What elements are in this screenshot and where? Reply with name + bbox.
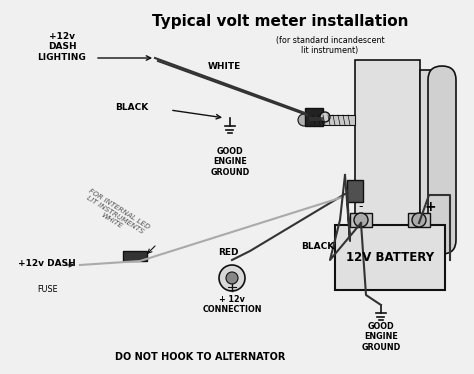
Bar xyxy=(347,180,363,202)
Bar xyxy=(123,251,147,261)
FancyBboxPatch shape xyxy=(428,66,456,254)
Text: FOR INTERNAL LED
LIT INSTRUMENTS
WHITE: FOR INTERNAL LED LIT INSTRUMENTS WHITE xyxy=(80,188,150,242)
Circle shape xyxy=(298,114,310,126)
Text: DO NOT HOOK TO ALTERNATOR: DO NOT HOOK TO ALTERNATOR xyxy=(115,352,285,362)
Bar xyxy=(350,213,372,227)
Text: FUSE: FUSE xyxy=(38,285,58,294)
Text: +: + xyxy=(424,200,436,214)
Bar xyxy=(355,60,420,260)
Text: + 12v
CONNECTION: + 12v CONNECTION xyxy=(202,295,262,315)
Bar xyxy=(420,70,442,250)
Bar xyxy=(335,225,445,290)
Text: 12V BATTERY: 12V BATTERY xyxy=(346,251,434,264)
Text: GOOD
ENGINE
GROUND: GOOD ENGINE GROUND xyxy=(210,147,250,177)
Circle shape xyxy=(219,265,245,291)
Text: -: - xyxy=(359,200,363,214)
Text: Typical volt meter installation: Typical volt meter installation xyxy=(152,14,408,29)
Text: +12v
DASH
LIGHTING: +12v DASH LIGHTING xyxy=(37,32,86,62)
Text: (for standard incandescent
lit instrument): (for standard incandescent lit instrumen… xyxy=(276,36,384,55)
Circle shape xyxy=(226,272,238,284)
Bar xyxy=(408,213,430,227)
Bar xyxy=(305,108,323,126)
Circle shape xyxy=(412,213,426,227)
Text: GOOD
ENGINE
GROUND: GOOD ENGINE GROUND xyxy=(361,322,401,352)
Text: +12v DASH: +12v DASH xyxy=(18,258,76,267)
Circle shape xyxy=(320,112,330,122)
Text: BLACK: BLACK xyxy=(115,102,148,111)
Text: BLACK: BLACK xyxy=(301,242,335,251)
Circle shape xyxy=(354,213,368,227)
Text: WHITE: WHITE xyxy=(208,61,241,71)
Bar xyxy=(310,115,355,125)
Text: RED: RED xyxy=(218,248,238,257)
